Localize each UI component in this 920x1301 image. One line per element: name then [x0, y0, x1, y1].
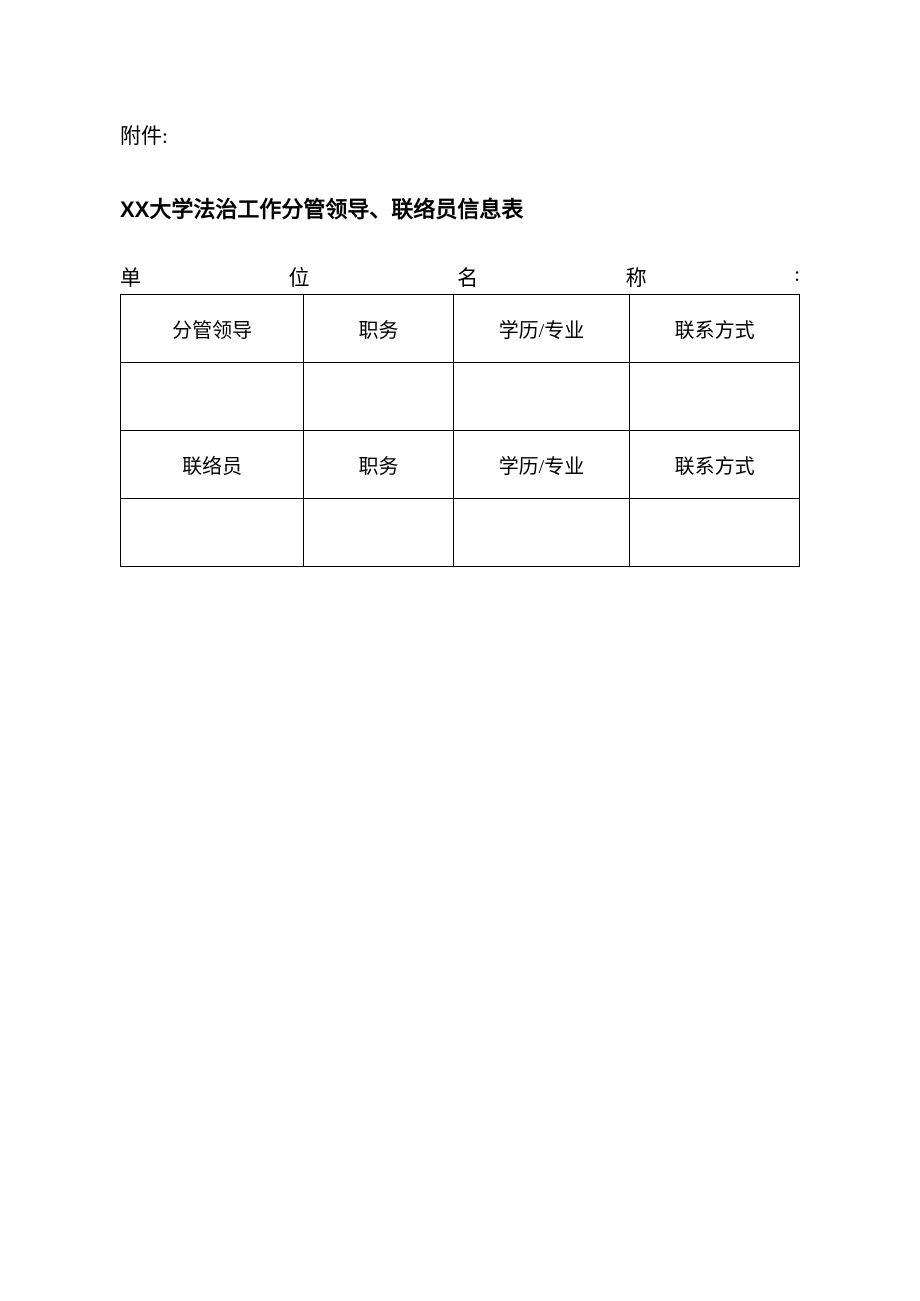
table-row: 联络员 职务 学历/专业 联系方式 [121, 431, 800, 499]
unit-char-3: 名 [457, 262, 478, 292]
table-cell [121, 363, 304, 431]
table-cell [630, 499, 800, 567]
table-cell: 学历/专业 [453, 431, 630, 499]
table-cell: 分管领导 [121, 295, 304, 363]
table-cell [304, 499, 453, 567]
table-row [121, 499, 800, 567]
unit-char-1: 单 [120, 262, 141, 292]
table-cell: 学历/专业 [453, 295, 630, 363]
unit-char-colon: : [794, 262, 800, 292]
page-title: XX大学法治工作分管领导、联络员信息表 [120, 192, 800, 224]
table-cell: 职务 [304, 431, 453, 499]
table-cell [121, 499, 304, 567]
unit-name-line: 单 位 名 称 : [120, 262, 800, 292]
info-table: 分管领导 职务 学历/专业 联系方式 联络员 职务 学历/专业 联系方式 [120, 294, 800, 567]
table-cell [304, 363, 453, 431]
unit-char-2: 位 [289, 262, 310, 292]
table-cell: 联络员 [121, 431, 304, 499]
table-cell [453, 499, 630, 567]
unit-char-4: 称 [626, 262, 647, 292]
attachment-label: 附件: [120, 120, 800, 150]
document-page: 附件: XX大学法治工作分管领导、联络员信息表 单 位 名 称 : 分管领导 职… [0, 0, 920, 567]
table-cell: 联系方式 [630, 431, 800, 499]
table-cell [453, 363, 630, 431]
table-cell: 职务 [304, 295, 453, 363]
table-cell [630, 363, 800, 431]
table-row [121, 363, 800, 431]
table-cell: 联系方式 [630, 295, 800, 363]
table-row: 分管领导 职务 学历/专业 联系方式 [121, 295, 800, 363]
